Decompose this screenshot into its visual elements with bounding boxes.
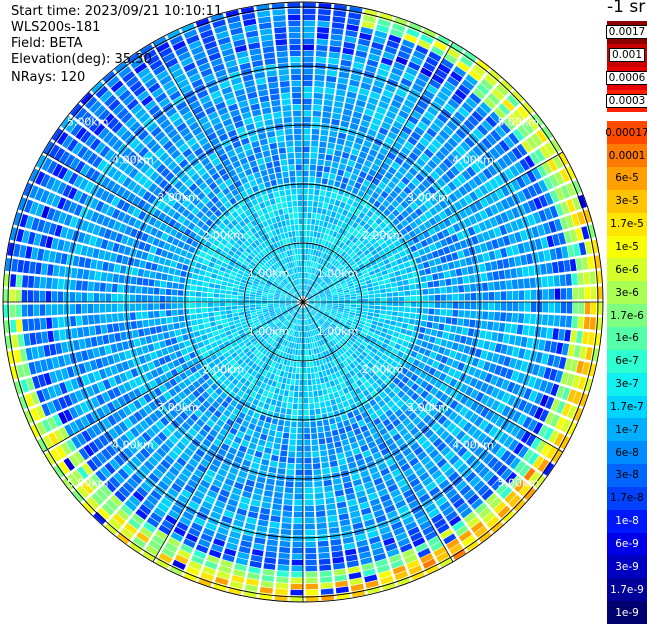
range-label: 1.00km	[248, 267, 290, 280]
radar-rays	[3, 2, 603, 602]
colorbar-label: 1.7e-5	[610, 218, 644, 231]
colorbar-cell: 0.00017	[605, 121, 647, 145]
azimuth-spoke	[152, 41, 304, 303]
colorbar-label: 6e-9	[615, 537, 639, 550]
range-label: 1.00km	[248, 325, 290, 338]
scan-info-panel: Start time: 2023/09/21 10:10:11 WLS200s-…	[11, 4, 222, 86]
colorbar-cell: 3e-5	[607, 189, 647, 213]
range-label: 2.00km	[362, 363, 404, 376]
colorbar-label: 1.7e-6	[610, 309, 644, 322]
colorbar-label: 6e-5	[615, 172, 639, 185]
colorbar-label: 1e-9	[615, 606, 639, 619]
range-label: 4.00km	[452, 439, 494, 452]
range-label: 3.00km	[407, 191, 449, 204]
colorbar-label: 0.00017	[605, 126, 647, 139]
colorbar-cell: 1e-6	[607, 326, 647, 350]
colorbar-label: 3e-6	[615, 286, 639, 299]
colorbar-cell: 6e-6	[607, 258, 647, 282]
colorbar-cell: 3e-6	[607, 281, 647, 305]
colorbar-cell: 6e-8	[607, 441, 647, 465]
colorbar-cell: 1.7e-7	[607, 395, 647, 419]
range-label: 1.00km	[317, 325, 359, 338]
colorbar-cell: 6e-9	[607, 532, 647, 556]
colorbar-label: 0.0017	[605, 25, 647, 40]
range-label: 3.00km	[407, 401, 449, 414]
colorbar-label: 6e-8	[615, 446, 639, 459]
colorbar-label: 1.7e-8	[610, 492, 644, 505]
azimuth-spoke	[42, 301, 304, 453]
range-label: 2.00km	[203, 363, 245, 376]
colorbar-cell: 0.001	[607, 43, 647, 67]
instrument-name: WLS200s-181	[11, 20, 101, 35]
range-label: 4.00km	[452, 153, 494, 166]
colorbar-cell: 3e-7	[607, 372, 647, 396]
azimuth-spokes	[3, 2, 603, 602]
ppi-radar-plot: 1.00km 1.00km 1.00km 1.00km 2.00km 2.00km 2.00…	[2, 1, 604, 603]
colorbar-label: 1e-6	[615, 332, 639, 345]
colorbar-cell: 1e-9	[607, 601, 647, 624]
colorbar-cell: 1.7e-9	[607, 578, 647, 602]
range-label: 5.00km	[498, 477, 540, 490]
colorbar-cell: 1e-7	[607, 418, 647, 442]
colorbar-cell: 1.7e-5	[607, 212, 647, 236]
elevation-text: Elevation(deg): 35.30	[11, 52, 152, 67]
start-time-text: Start time: 2023/09/21 10:10:11	[11, 4, 223, 19]
range-label: 3.00km	[157, 401, 199, 414]
colorbar-label: 6e-6	[615, 263, 639, 276]
colorbar-label: 1.7e-9	[610, 583, 644, 596]
colorbar-label: 3e-9	[615, 560, 639, 573]
colorbar-label: 1e-8	[615, 515, 639, 528]
colorbar-label: 1e-5	[615, 241, 639, 254]
range-label: 5.00km	[498, 115, 540, 128]
range-label: 2.00km	[203, 229, 245, 242]
range-label: 1.00km	[317, 267, 359, 280]
colorbar-label: 0.001	[608, 48, 646, 63]
field-text: Field: BETA	[11, 36, 83, 51]
colorbar-label: 6e-7	[615, 355, 639, 368]
azimuth-spoke	[42, 151, 304, 303]
colorbar-units: -1 sr	[607, 0, 646, 17]
azimuth-spoke	[302, 41, 454, 303]
colorbar-cell: 0.0003	[605, 89, 647, 113]
range-label: 2.00km	[362, 229, 404, 242]
colorbar-cell: 1.7e-6	[607, 304, 647, 327]
colorbar-cell: 6e-5	[607, 167, 647, 190]
range-label: 3.00km	[157, 191, 199, 204]
azimuth-spoke	[302, 301, 454, 562]
colorbar-label: 0.0006	[605, 71, 647, 86]
colorbar-cell: 0.0017	[605, 21, 647, 44]
colorbar-cell: 3e-9	[607, 555, 647, 579]
colorbar-cell: 1e-5	[607, 235, 647, 259]
range-label: 5.00km	[67, 477, 109, 490]
colorbar-label: 3e-7	[615, 378, 639, 391]
range-labels: 1.00km 1.00km 1.00km 1.00km 2.00km 2.00km 2.00…	[67, 115, 539, 489]
colorbar-cell: 1e-8	[607, 509, 647, 533]
nrays-text: NRays: 120	[11, 70, 86, 85]
colorbar-cell: 6e-7	[607, 349, 647, 373]
range-label: 5.00km	[67, 115, 109, 128]
colorbar-cell: 0.0006	[605, 66, 647, 90]
colorbar-label: 3e-5	[615, 195, 639, 208]
colorbar-cell: 1.7e-8	[607, 486, 647, 510]
colorbar-label: 1e-7	[615, 423, 639, 436]
range-label: 4.00km	[112, 153, 154, 166]
range-label: 4.00km	[112, 439, 154, 452]
colorbar-label: 1.7e-7	[610, 400, 644, 413]
colorbar-cell: 3e-8	[607, 464, 647, 487]
colorbar-cell: 0.0001	[607, 144, 647, 168]
colorbar-label: 3e-8	[615, 469, 639, 482]
colorbar-label: 0.0003	[605, 93, 647, 108]
colorbar: 0.0017 0.001 0.0006 0.0003 0.00017 0.0001 6e-5…	[605, 21, 647, 624]
colorbar-label: 0.0001	[608, 149, 646, 162]
azimuth-spoke	[302, 301, 563, 453]
azimuth-spoke	[152, 301, 304, 562]
azimuth-spoke	[302, 151, 563, 303]
